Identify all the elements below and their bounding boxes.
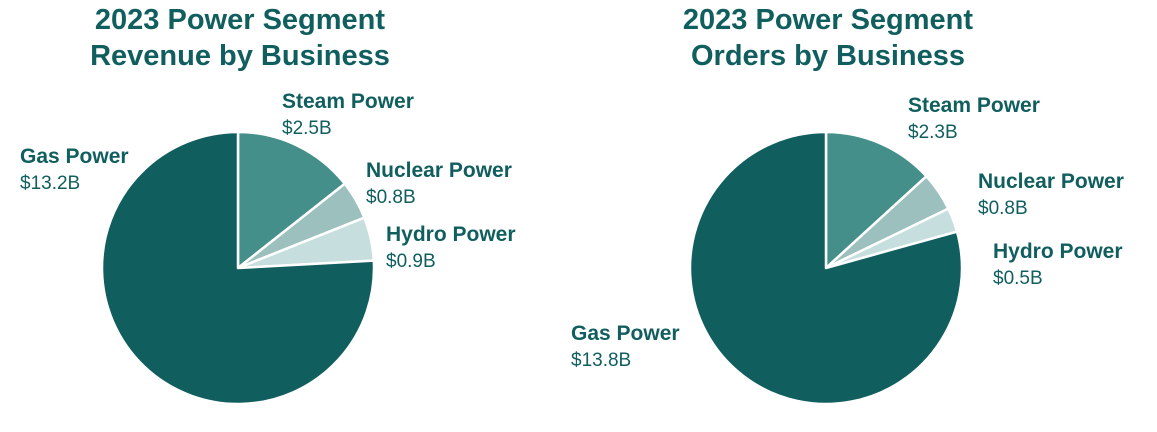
value-label: $13.8B	[571, 350, 631, 371]
slice-label: Steam Power	[908, 94, 1040, 117]
slice-label: Hydro Power	[993, 240, 1123, 263]
pie-slice	[688, 130, 964, 406]
chart-title: 2023 Power Segment Revenue by Business	[90, 4, 390, 72]
value-label: $0.9B	[386, 251, 436, 272]
slice-label: Gas Power	[20, 145, 129, 168]
value-label: $0.8B	[366, 187, 416, 208]
slice-label: Nuclear Power	[978, 170, 1124, 193]
value-label: $2.5B	[282, 118, 332, 139]
pie-slice	[236, 130, 347, 270]
slice-label: Nuclear Power	[366, 159, 512, 182]
slice-label: Steam Power	[282, 90, 414, 113]
pie-slice	[824, 130, 928, 270]
slice-label: Hydro Power	[386, 223, 516, 246]
value-label: $0.8B	[978, 198, 1028, 219]
value-label: $13.2B	[20, 173, 80, 194]
value-label: $2.3B	[908, 122, 958, 143]
slice-label: Gas Power	[571, 322, 680, 345]
value-label: $0.5B	[993, 268, 1043, 289]
pie-slice	[100, 130, 376, 406]
chart-title: 2023 Power Segment Orders by Business	[682, 4, 974, 72]
